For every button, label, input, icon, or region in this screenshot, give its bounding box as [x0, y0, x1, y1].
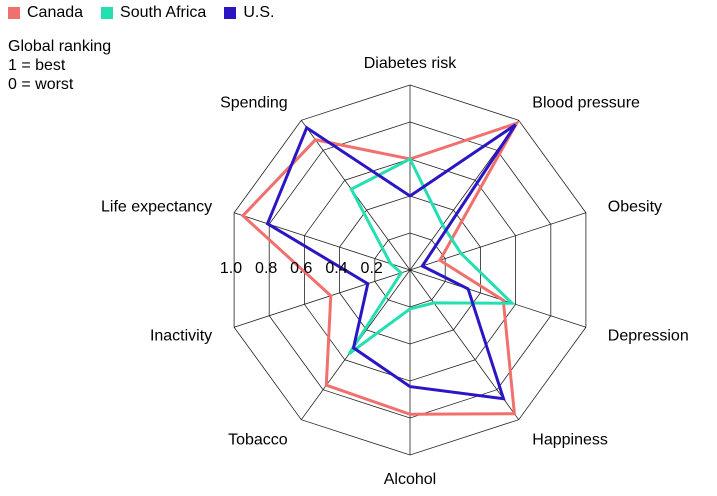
axis-label-life-expectancy: Life expectancy — [101, 199, 212, 216]
spoke-life-expectancy — [233, 212, 411, 271]
axis-label-alcohol: Alcohol — [384, 471, 436, 488]
tick-label-1: 0.2 — [361, 260, 383, 277]
legend-swatch-canada — [8, 7, 20, 19]
spoke-inactivity — [233, 269, 411, 328]
note-line-2: 1 = best — [8, 57, 66, 74]
tick-label-5: 1.0 — [220, 260, 242, 277]
radar-axis-labels: Diabetes risk Blood pressure Obesity Depres… — [101, 55, 689, 488]
radar-tick-labels: 0.2 0.4 0.6 0.8 1.0 — [220, 260, 383, 277]
series-canada — [240, 120, 520, 416]
spoke-happiness — [409, 269, 520, 420]
legend-item-south-africa: South Africa — [101, 4, 206, 22]
legend-item-us: U.S. — [224, 4, 274, 22]
note-line-3: 0 = worst — [8, 76, 74, 93]
tick-label-2: 0.4 — [325, 260, 347, 277]
radar-series — [240, 120, 520, 416]
legend-swatch-south-africa — [101, 7, 114, 19]
axis-label-happiness: Happiness — [532, 431, 608, 448]
legend-label-canada: Canada — [27, 4, 84, 21]
legend-swatch-us — [224, 7, 237, 19]
series-south-africa — [347, 156, 516, 356]
axis-label-inactivity: Inactivity — [150, 327, 212, 344]
axis-label-depression: Depression — [608, 327, 689, 344]
radar-grid — [233, 84, 587, 456]
tick-label-3: 0.6 — [290, 260, 312, 277]
legend-label-us: U.S. — [243, 4, 275, 21]
chart-legend: Canada South Africa U.S. — [8, 4, 292, 22]
axis-label-diabetes-risk: Diabetes risk — [364, 55, 457, 72]
ranking-note: Global ranking 1 = best 0 = worst — [8, 37, 111, 94]
tick-label-4: 0.8 — [255, 260, 277, 277]
axis-label-obesity: Obesity — [608, 199, 662, 216]
legend-label-south-africa: South Africa — [120, 4, 207, 21]
legend-item-canada: Canada — [8, 4, 83, 22]
axis-label-blood-pressure: Blood pressure — [532, 95, 640, 112]
spoke-obesity — [409, 212, 587, 271]
axis-label-tobacco: Tobacco — [228, 431, 288, 448]
note-line-1: Global ranking — [8, 38, 112, 55]
series-u-s — [265, 123, 517, 401]
axis-label-spending: Spending — [220, 95, 288, 112]
